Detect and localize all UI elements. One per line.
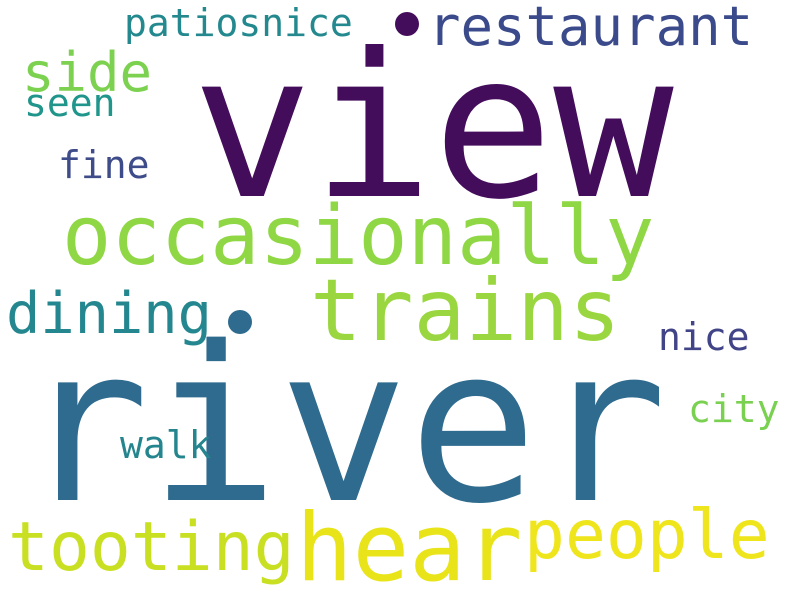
word-seen: seen	[24, 81, 116, 125]
word-nice: nice	[658, 315, 750, 359]
word-tooting: tooting	[8, 508, 295, 587]
word-occasionally: occasionally	[62, 189, 655, 284]
word-hear: hear	[296, 494, 523, 600]
word-dining: dining	[6, 281, 212, 347]
word-fine: fine	[58, 143, 150, 187]
dot-mark	[228, 310, 252, 334]
word-restaurant: restaurant	[428, 0, 754, 58]
word-people: people	[524, 496, 770, 575]
word-side: side	[22, 41, 153, 104]
word-view: view	[192, 11, 674, 244]
word-river: river	[20, 300, 668, 551]
word-walk: walk	[120, 423, 212, 467]
word-trains: trains	[310, 261, 621, 361]
dot-mark	[395, 12, 419, 36]
word-patiosnice: patiosnice	[124, 1, 353, 45]
word-city: city	[688, 387, 780, 431]
